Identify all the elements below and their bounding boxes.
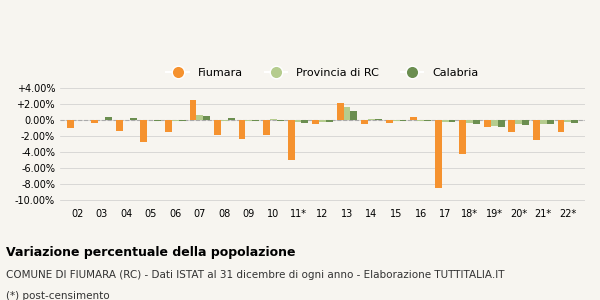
Bar xyxy=(571,120,578,123)
Bar xyxy=(540,120,547,124)
Bar xyxy=(417,120,424,121)
Bar xyxy=(239,120,245,139)
Bar xyxy=(67,120,74,128)
Bar xyxy=(400,120,406,121)
Bar xyxy=(221,120,228,121)
Bar xyxy=(547,120,554,124)
Bar xyxy=(424,120,431,122)
Bar xyxy=(337,103,344,120)
Bar xyxy=(179,120,185,121)
Bar xyxy=(228,118,235,120)
Text: COMUNE DI FIUMARA (RC) - Dati ISTAT al 31 dicembre di ogni anno - Elaborazione T: COMUNE DI FIUMARA (RC) - Dati ISTAT al 3… xyxy=(6,270,505,280)
Bar xyxy=(312,120,319,124)
Bar xyxy=(172,120,179,121)
Bar xyxy=(196,116,203,120)
Bar xyxy=(344,106,350,120)
Bar xyxy=(130,118,137,120)
Bar xyxy=(484,120,491,127)
Text: Variazione percentuale della popolazione: Variazione percentuale della popolazione xyxy=(6,246,296,259)
Bar xyxy=(557,120,565,132)
Bar xyxy=(116,120,123,130)
Bar xyxy=(326,120,333,122)
Bar xyxy=(466,120,473,123)
Bar xyxy=(319,120,326,122)
Bar xyxy=(105,117,112,120)
Bar xyxy=(154,120,161,121)
Bar xyxy=(270,119,277,120)
Bar xyxy=(386,120,392,123)
Bar xyxy=(214,120,221,135)
Bar xyxy=(91,120,98,123)
Bar xyxy=(295,120,301,122)
Text: (*) post-censimento: (*) post-censimento xyxy=(6,291,110,300)
Bar xyxy=(277,120,284,121)
Bar xyxy=(375,118,382,120)
Bar xyxy=(165,120,172,132)
Bar xyxy=(442,120,449,122)
Bar xyxy=(565,120,571,122)
Bar xyxy=(449,120,455,122)
Bar xyxy=(253,120,259,121)
Bar xyxy=(287,120,295,160)
Bar xyxy=(368,118,375,120)
Bar xyxy=(410,117,417,120)
Bar xyxy=(435,120,442,188)
Bar xyxy=(497,120,505,128)
Bar xyxy=(533,120,540,140)
Bar xyxy=(190,100,196,120)
Bar xyxy=(263,120,270,135)
Bar xyxy=(361,120,368,124)
Bar xyxy=(350,111,358,120)
Bar xyxy=(301,120,308,123)
Bar xyxy=(245,120,253,121)
Bar xyxy=(508,120,515,132)
Bar xyxy=(515,120,522,124)
Bar xyxy=(491,120,497,126)
Bar xyxy=(522,120,529,125)
Bar xyxy=(392,120,400,121)
Bar xyxy=(203,116,210,120)
Bar xyxy=(460,120,466,154)
Bar xyxy=(140,120,148,142)
Legend: Fiumara, Provincia di RC, Calabria: Fiumara, Provincia di RC, Calabria xyxy=(162,63,483,82)
Bar xyxy=(473,120,480,124)
